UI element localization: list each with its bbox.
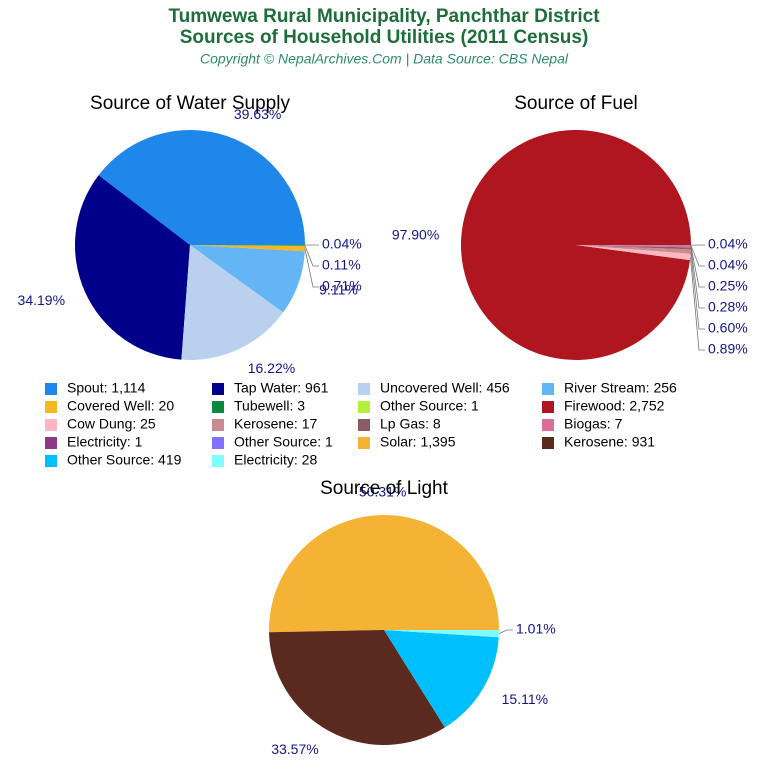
value-label: 0.60% [708, 320, 748, 336]
value-label: 16.22% [248, 360, 295, 376]
legend-swatch [45, 419, 57, 431]
pie-title: Source of Fuel [514, 93, 638, 114]
value-label: 34.19% [18, 292, 65, 308]
leader-line [690, 248, 705, 309]
pie-slice [190, 245, 305, 313]
leader-line [690, 246, 705, 288]
legend-swatch [542, 419, 554, 431]
legend-label: Other Source: 419 [67, 452, 182, 468]
legend-label: Lp Gas: 8 [380, 416, 441, 432]
pie-slice [190, 245, 305, 247]
legend-swatch [45, 455, 57, 467]
legend-swatch [358, 383, 370, 395]
pie-slice [576, 245, 691, 246]
legend-swatch [212, 455, 224, 467]
value-label: 9.11% [319, 281, 358, 297]
legend-swatch [542, 383, 554, 395]
leader-line [689, 256, 705, 351]
legend-label: Firewood: 2,752 [564, 398, 665, 414]
pie-slice [576, 245, 691, 250]
legend-label: Solar: 1,395 [380, 434, 456, 450]
value-label: 0.04% [322, 236, 362, 252]
pie-slice [461, 129, 691, 360]
value-label: 0.04% [708, 236, 748, 252]
value-label: 50.31% [359, 484, 406, 500]
value-label: 0.04% [708, 257, 748, 273]
value-label: 15.11% [502, 691, 548, 707]
pie-slice [576, 245, 691, 248]
value-label: 97.90% [392, 227, 439, 243]
legend-label: Electricity: 28 [234, 452, 317, 468]
value-label: 39.63% [234, 106, 281, 122]
pie-slice [74, 175, 190, 360]
value-label: 0.28% [708, 299, 748, 315]
legend-label: Covered Well: 20 [67, 398, 174, 414]
value-label: 0.71% [322, 278, 362, 294]
leader-line [690, 245, 705, 267]
title-line: Tumwewa Rural Municipality, Panchthar Di… [168, 6, 600, 27]
legend-label: Spout: 1,114 [67, 380, 146, 396]
legend-label: Kerosene: 931 [564, 434, 655, 450]
legend-swatch [212, 383, 224, 395]
legend-label: Cow Dung: 25 [67, 416, 156, 432]
pie-slice [384, 630, 499, 638]
pie-slice [98, 130, 306, 245]
legend-label: Tap Water: 961 [234, 380, 329, 396]
legend-swatch [358, 419, 370, 431]
legend-swatch [212, 437, 224, 449]
pie-slice [181, 245, 284, 361]
legend-label: Electricity: 1 [67, 434, 143, 450]
legend-swatch [212, 419, 224, 431]
legend-swatch [358, 437, 370, 449]
legend-swatch [45, 437, 57, 449]
legend-label: River Stream: 256 [564, 380, 677, 396]
value-label: 0.89% [708, 341, 748, 357]
pie-title: Source of Light [320, 478, 449, 499]
title-line: Sources of Household Utilities (2011 Cen… [180, 27, 589, 48]
legend-swatch [542, 401, 554, 413]
value-label: 1.01% [516, 621, 556, 637]
legend-swatch [45, 383, 57, 395]
leader-line [304, 245, 319, 267]
pie-title: Source of Water Supply [90, 93, 290, 114]
legend-label: Biogas: 7 [564, 416, 623, 432]
pie-slice [576, 245, 691, 254]
leader-line [690, 251, 705, 330]
legend-label: Kerosene: 17 [234, 416, 317, 432]
legend-swatch [212, 401, 224, 413]
value-label: 0.25% [708, 278, 748, 294]
pie-slice [384, 630, 499, 728]
legend-label: Other Source: 1 [380, 398, 479, 414]
legend-label: Uncovered Well: 456 [380, 380, 510, 396]
pie-slice [190, 245, 305, 252]
legend-swatch [358, 401, 370, 413]
leader-line [304, 248, 319, 288]
legend-swatch [45, 401, 57, 413]
value-label: 0.11% [322, 257, 361, 273]
pie-slice [268, 514, 499, 633]
value-label: 33.57% [271, 741, 318, 757]
legend-label: Tubewell: 3 [234, 398, 305, 414]
legend-label: Other Source: 1 [234, 434, 333, 450]
pie-slice [269, 630, 445, 745]
subtitle: Copyright © NepalArchives.Com | Data Sou… [200, 51, 569, 67]
legend-swatch [542, 437, 554, 449]
pie-slice [576, 245, 691, 261]
leader-line [498, 629, 513, 635]
